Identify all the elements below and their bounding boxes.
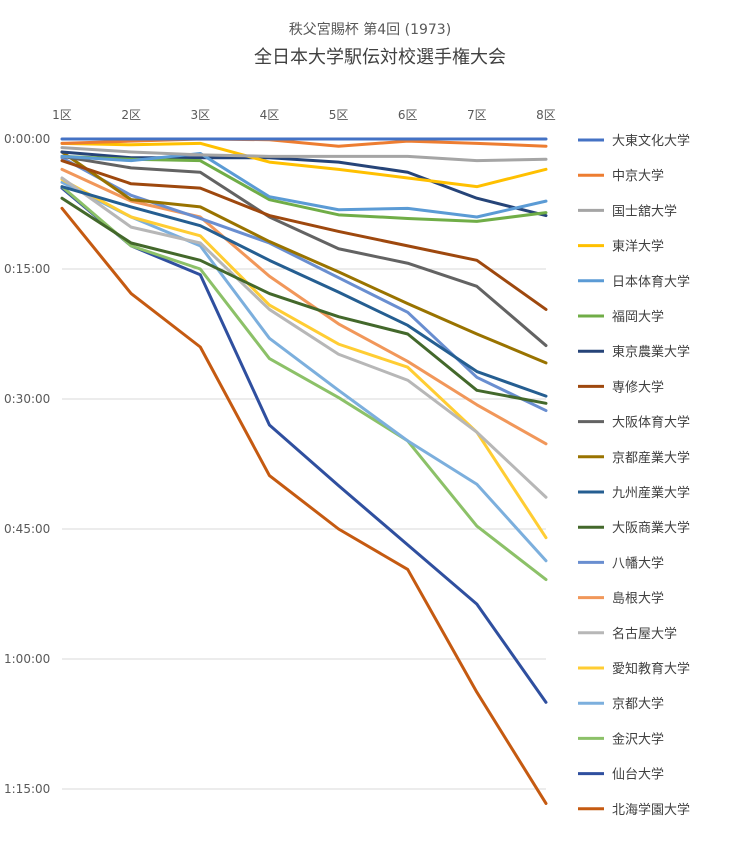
series-line (60, 206, 548, 805)
series-line (60, 185, 548, 582)
chart-subtitle: 全日本大学駅伝対校選手権大会 (254, 47, 506, 68)
legend-label: 東洋大学 (612, 239, 664, 255)
series-line (60, 177, 548, 540)
series-line (60, 146, 548, 163)
chart-title: 秩父宮賜杯 第4回 (1973) (289, 21, 451, 38)
series-line (60, 137, 548, 148)
grid (62, 138, 546, 790)
legend-label: 大阪商業大学 (612, 520, 690, 536)
legend-label: 東京農業大学 (612, 344, 690, 360)
series-lines (60, 137, 548, 805)
series-line (60, 185, 548, 398)
x-tick-label: 3区 (190, 108, 210, 122)
x-tick-label: 2区 (121, 108, 141, 122)
series-line (60, 186, 548, 704)
x-tick-label: 4区 (260, 108, 280, 122)
legend-label: 国士舘大学 (612, 203, 677, 219)
y-tick-label: 1:15:00 (4, 782, 50, 796)
legend-label: 専修大学 (612, 379, 664, 395)
series-line (60, 150, 548, 365)
legend-label: 大東文化大学 (612, 133, 690, 149)
legend: 大東文化大学中京大学国士舘大学東洋大学日本体育大学福岡大学東京農業大学専修大学大… (578, 133, 690, 818)
legend-label: 名古屋大学 (612, 626, 677, 642)
legend-label: 愛知教育大学 (612, 661, 690, 677)
y-tick-label: 1:00:00 (4, 652, 50, 666)
series-line (60, 154, 548, 348)
legend-label: 京都大学 (612, 696, 664, 712)
legend-label: 仙台大学 (612, 767, 664, 783)
series-line (60, 156, 548, 413)
legend-label: 北海学園大学 (612, 802, 690, 818)
series-line (60, 151, 548, 219)
y-tick-label: 0:30:00 (4, 392, 50, 406)
series-line (60, 150, 548, 218)
legend-label: 金沢大学 (612, 731, 664, 747)
x-tick-label: 8区 (536, 108, 556, 122)
legend-label: 日本体育大学 (612, 274, 690, 290)
series-line (60, 159, 548, 311)
legend-label: 中京大学 (612, 168, 664, 184)
legend-label: 福岡大学 (612, 309, 664, 325)
y-tick-label: 0:00:00 (4, 132, 50, 146)
x-tick-label: 5区 (329, 108, 349, 122)
y-tick-label: 0:15:00 (4, 262, 50, 276)
legend-label: 大阪体育大学 (612, 415, 690, 431)
legend-label: 八幡大学 (612, 555, 664, 571)
x-tick-label: 6区 (398, 108, 418, 122)
series-line (60, 196, 548, 405)
series-line (60, 176, 548, 499)
series-line (60, 167, 548, 446)
legend-label: 京都産業大学 (612, 450, 690, 466)
series-line (60, 141, 548, 189)
series-line (60, 180, 548, 563)
x-tick-label: 7区 (467, 108, 487, 122)
y-tick-label: 0:45:00 (4, 522, 50, 536)
axes: 0:00:00 0:15:00 0:30:00 0:45:00 1:00:00 1:15:… (4, 108, 556, 796)
legend-label: 九州産業大学 (612, 485, 690, 501)
x-tick-label: 1区 (52, 108, 72, 122)
legend-label: 島根大学 (612, 591, 664, 607)
